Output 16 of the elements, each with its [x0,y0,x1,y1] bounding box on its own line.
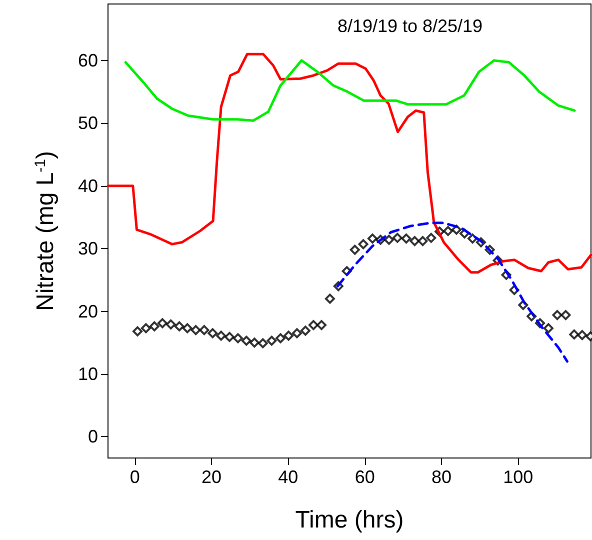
y-axis-title: Nitrate (mg L-1) [32,150,59,312]
x-tick-label: 80 [431,467,452,487]
y-tick-label: 60 [78,50,98,70]
x-tick-label: 40 [278,467,298,487]
y-tick-label: 40 [78,176,98,196]
y-tick-label: 50 [78,113,98,134]
y-tick-label: 20 [78,301,98,322]
y-tick-label: 10 [78,364,98,384]
x-tick-label: 100 [503,467,534,487]
x-axis-title: Time (hrs) [295,506,404,534]
x-tick-label: 0 [130,467,140,487]
x-tick-label: 60 [354,467,375,487]
y-tick-label: 30 [78,238,98,259]
text: 8/19/19 to 8/25/19 [337,16,483,36]
y-tick-label: 0 [88,426,98,447]
x-tick-label: 20 [201,467,222,487]
